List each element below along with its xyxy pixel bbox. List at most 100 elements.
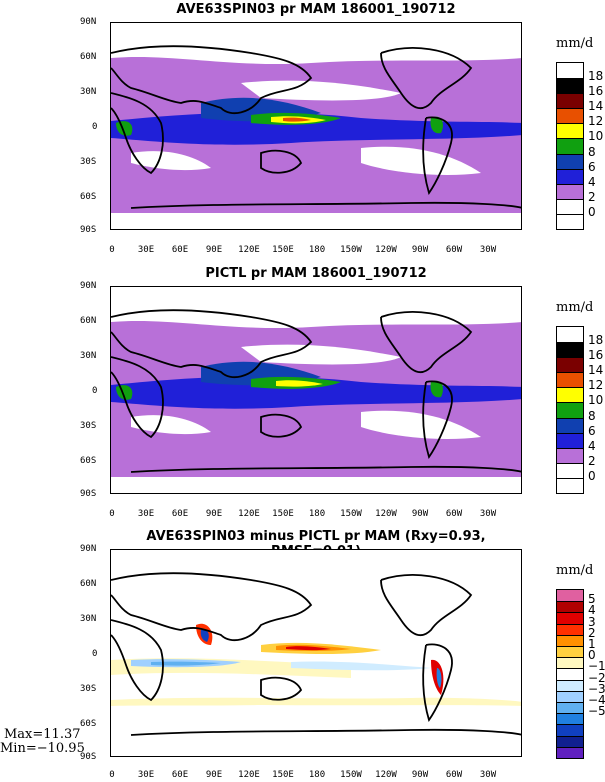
colorbar-label: −1 bbox=[588, 659, 605, 674]
lon-label: 150W bbox=[340, 509, 362, 519]
lat-label: 90N bbox=[80, 544, 97, 554]
colorbar-swatch bbox=[557, 402, 583, 418]
lon-label: 90W bbox=[411, 509, 429, 519]
colorbar-swatch bbox=[557, 477, 583, 493]
lon-label: 150E bbox=[272, 770, 294, 780]
lat-label: 90S bbox=[80, 752, 97, 762]
colorbar-swatch bbox=[557, 342, 583, 358]
lon-label: 150E bbox=[272, 509, 294, 519]
lon-label: 60E bbox=[171, 245, 189, 255]
colorbar-swatch bbox=[557, 183, 583, 199]
colorbar-swatch bbox=[557, 612, 583, 624]
colorbar-label: 10 bbox=[588, 129, 604, 144]
lat-label: 60S bbox=[80, 192, 97, 202]
colorbar-label: 8 bbox=[588, 408, 596, 423]
colorbar-label: 0 bbox=[588, 204, 596, 219]
map-plot bbox=[110, 286, 522, 494]
colorbar-swatch bbox=[557, 668, 583, 680]
colorbar-label: 16 bbox=[588, 348, 604, 363]
lon-label: 30E bbox=[137, 509, 155, 519]
colorbar-swatch bbox=[557, 357, 583, 373]
colorbar-label: 3 bbox=[588, 614, 596, 629]
lat-label: 60N bbox=[80, 579, 97, 589]
lat-label: 60S bbox=[80, 719, 97, 729]
lon-label: 150W bbox=[340, 245, 362, 255]
colorbar-swatch bbox=[557, 590, 583, 602]
lat-label: 60N bbox=[80, 52, 97, 62]
lon-label: 0 bbox=[109, 509, 115, 519]
colorbar-swatch bbox=[557, 702, 583, 714]
colorbar-label: 2 bbox=[588, 625, 596, 640]
lon-label: 30W bbox=[479, 509, 497, 519]
lon-label: 120E bbox=[238, 770, 260, 780]
colorbar-swatch bbox=[557, 679, 583, 691]
map-plot bbox=[110, 549, 522, 757]
colorbar-swatch bbox=[557, 213, 583, 229]
lon-label: 30E bbox=[137, 770, 155, 780]
colorbar-label: −3 bbox=[588, 681, 605, 696]
colorbar-label: 2 bbox=[588, 453, 596, 468]
lon-label: 120E bbox=[238, 245, 260, 255]
lon-label: 180 bbox=[308, 245, 326, 255]
colorbar-swatch bbox=[557, 462, 583, 478]
colorbar-label: 4 bbox=[588, 438, 596, 453]
lon-label: 30E bbox=[137, 245, 155, 255]
lon-label: 0 bbox=[109, 245, 115, 255]
lon-label: 30W bbox=[479, 770, 497, 780]
units-label: mm/d bbox=[556, 300, 594, 315]
lon-label: 120E bbox=[238, 509, 260, 519]
colorbar-swatch bbox=[557, 108, 583, 124]
colorbar-swatch bbox=[557, 123, 583, 139]
colorbar-label: 2 bbox=[588, 189, 596, 204]
lon-label: 60W bbox=[445, 245, 463, 255]
colorbar-label: 1 bbox=[588, 637, 596, 651]
colorbar bbox=[556, 62, 584, 230]
precip-map bbox=[111, 23, 521, 229]
colorbar-label: 0 bbox=[588, 648, 596, 663]
lat-label: 60S bbox=[80, 456, 97, 466]
units-label: mm/d bbox=[556, 36, 594, 51]
lon-label: 90E bbox=[205, 770, 223, 780]
lon-label: 60W bbox=[445, 770, 463, 780]
colorbar-label: 4 bbox=[588, 603, 596, 618]
lat-label: 90S bbox=[80, 225, 97, 235]
colorbar-swatch bbox=[557, 327, 583, 343]
lat-label: 90N bbox=[80, 281, 97, 291]
lon-label: 180 bbox=[308, 509, 326, 519]
colorbar bbox=[556, 326, 584, 494]
colorbar-swatch bbox=[557, 78, 583, 94]
colorbar-swatch bbox=[557, 713, 583, 725]
colorbar-label: 0 bbox=[588, 468, 596, 483]
colorbar-swatch bbox=[557, 168, 583, 184]
colorbar-label: 14 bbox=[588, 99, 604, 114]
lon-label: 150E bbox=[272, 245, 294, 255]
colorbar-swatch bbox=[557, 724, 583, 736]
lat-label: 30S bbox=[80, 157, 97, 167]
lon-label: 90W bbox=[411, 245, 429, 255]
lon-label: 60W bbox=[445, 509, 463, 519]
colorbar-swatch bbox=[557, 601, 583, 613]
lat-label: 0 bbox=[92, 386, 98, 396]
lat-label: 0 bbox=[92, 649, 98, 659]
precip-map bbox=[111, 287, 521, 493]
lon-label: 120W bbox=[375, 245, 397, 255]
colorbar-swatch bbox=[557, 372, 583, 388]
colorbar-swatch bbox=[557, 623, 583, 635]
colorbar-swatch bbox=[557, 153, 583, 169]
lat-label: 90N bbox=[80, 17, 97, 27]
lat-label: 30N bbox=[80, 351, 97, 361]
colorbar-swatch bbox=[557, 432, 583, 448]
colorbar-swatch bbox=[557, 63, 583, 79]
colorbar-swatch bbox=[557, 746, 583, 758]
lat-label: 90S bbox=[80, 489, 97, 499]
colorbar-label: 4 bbox=[588, 174, 596, 189]
colorbar-swatch bbox=[557, 634, 583, 646]
lon-label: 0 bbox=[109, 770, 115, 780]
map-plot bbox=[110, 22, 522, 230]
colorbar-label: 18 bbox=[588, 69, 604, 84]
colorbar-swatch bbox=[557, 735, 583, 747]
colorbar-label: 5 bbox=[588, 592, 596, 607]
colorbar-swatch bbox=[557, 690, 583, 702]
lon-label: 60E bbox=[171, 770, 189, 780]
lat-label: 60N bbox=[80, 316, 97, 326]
